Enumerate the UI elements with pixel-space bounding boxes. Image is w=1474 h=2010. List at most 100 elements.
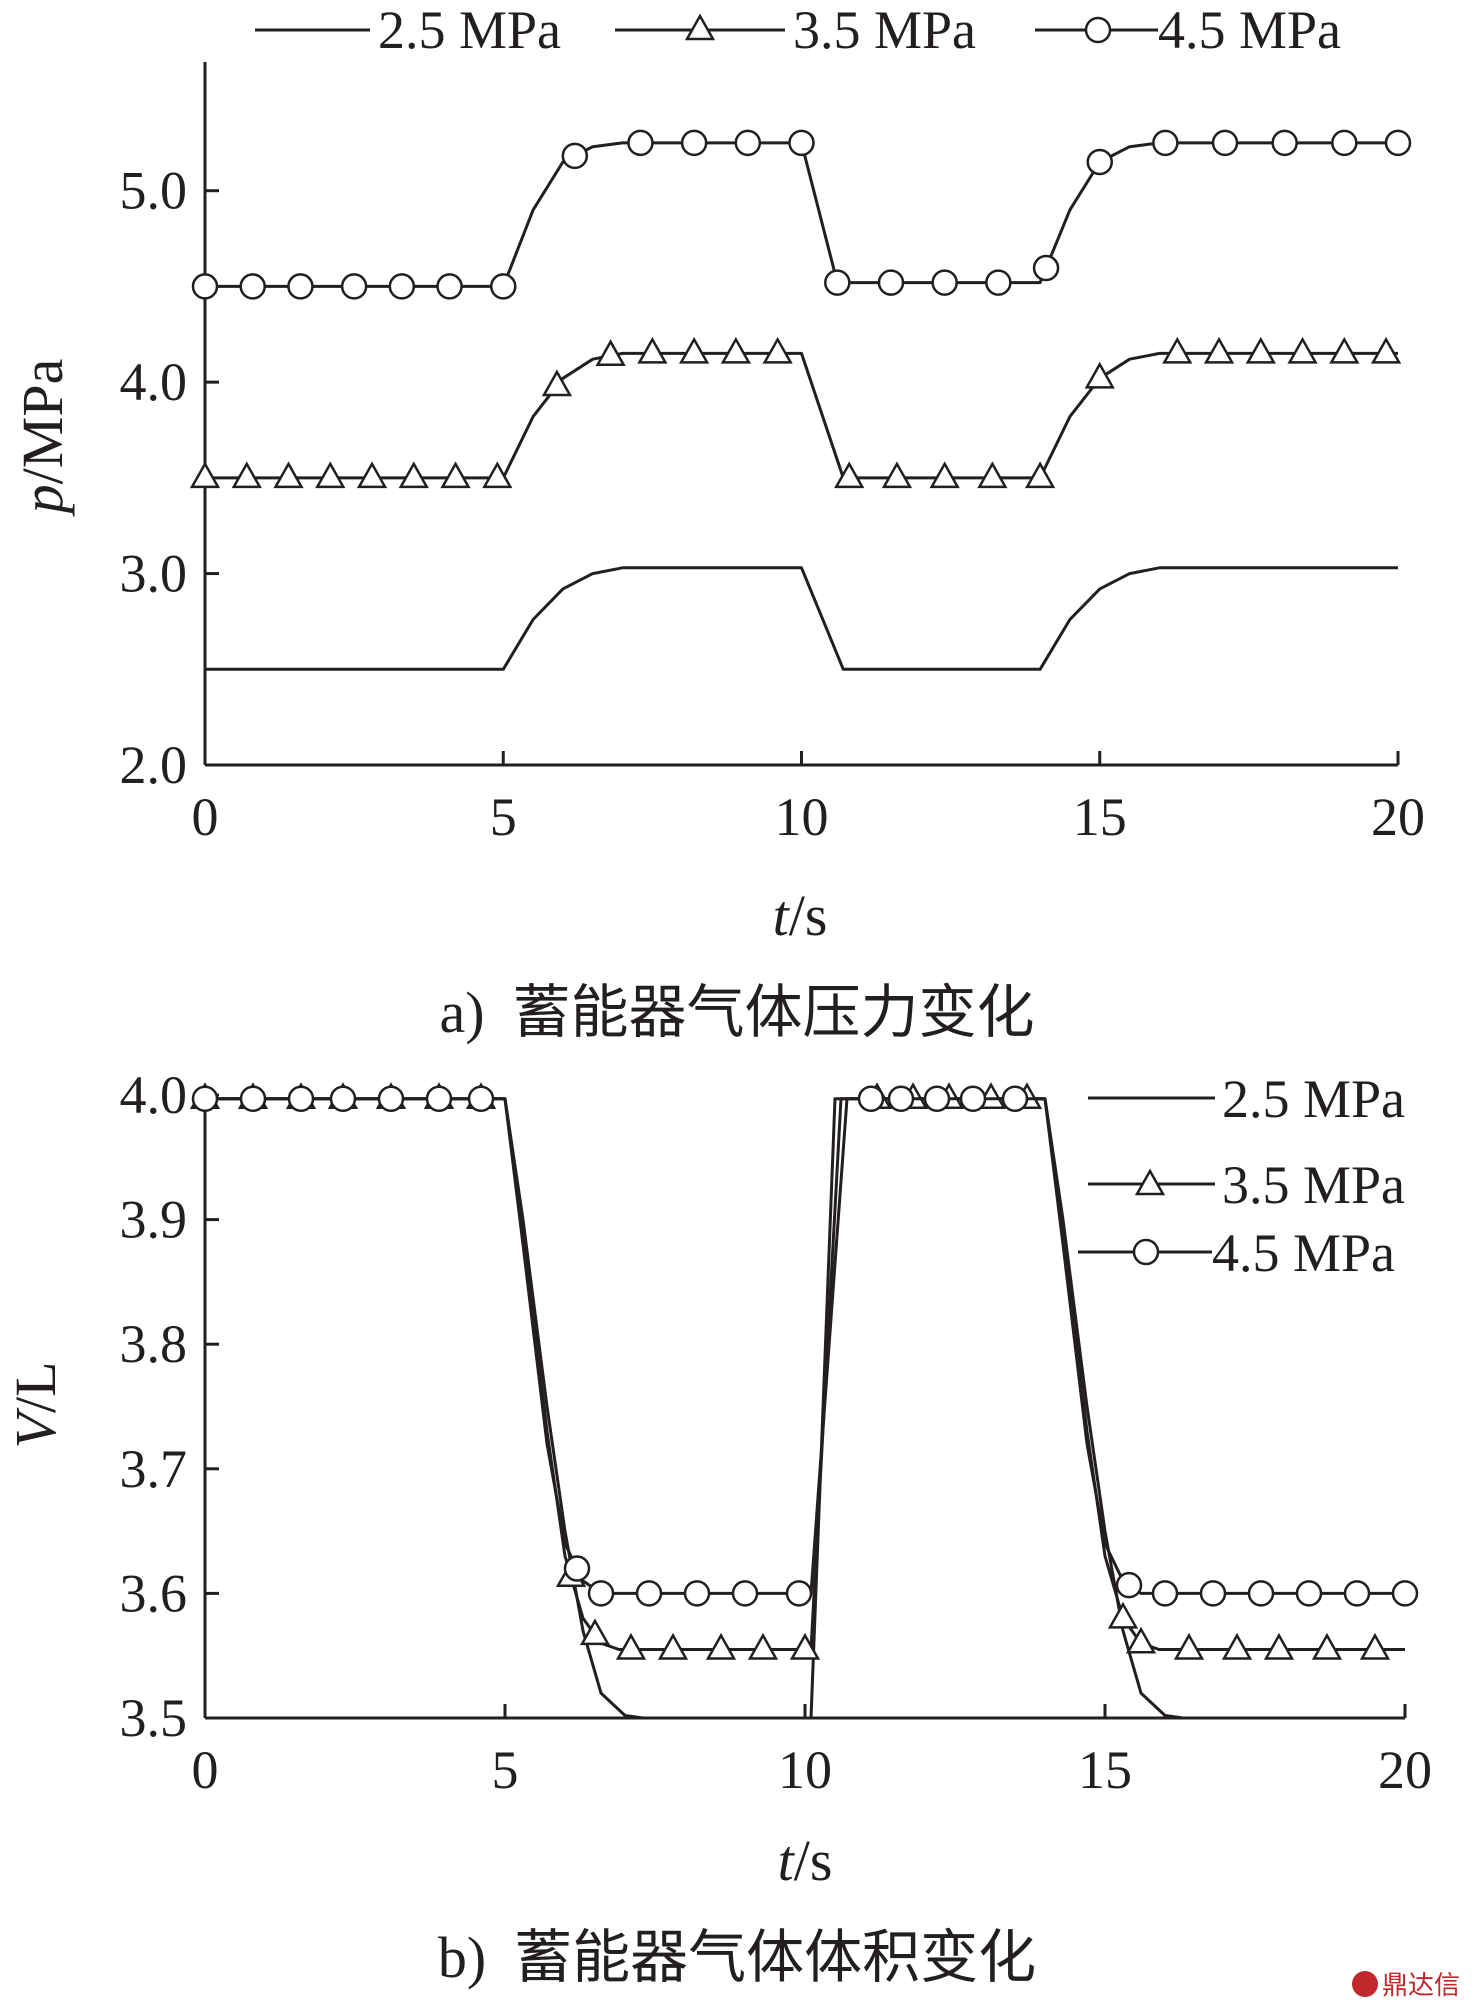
data-point-triangle [615, 1632, 647, 1660]
data-point-circle [1391, 1580, 1419, 1607]
legend: 2.5 MPa 3.5 MPa 4.5 MPa [255, 0, 1341, 60]
data-point-triangle [929, 461, 960, 489]
x-tick-label: 10 [775, 787, 829, 847]
data-point-triangle [1329, 336, 1360, 364]
legend-marker-triangle [1134, 1168, 1166, 1196]
data-point-triangle [1359, 1632, 1391, 1660]
data-point-triangle [579, 1618, 611, 1646]
data-point-circle [1343, 1580, 1371, 1607]
data-point-triangle [720, 336, 752, 364]
data-point-circle [1271, 129, 1298, 157]
data-point-circle [959, 1085, 987, 1112]
legend-marker-triangle [684, 13, 716, 41]
data-point-circle [635, 1580, 663, 1607]
data-point-circle [425, 1085, 453, 1112]
y-tick-label: 4.0 [120, 1065, 188, 1125]
data-point-triangle [762, 336, 793, 364]
y-tick-label: 3.8 [120, 1314, 188, 1374]
data-point-circle [191, 273, 219, 300]
data-point-circle [857, 1085, 885, 1112]
x-tick-label: 0 [192, 1740, 219, 1800]
data-point-triangle [482, 461, 513, 489]
data-point-triangle [834, 461, 865, 489]
data-point-circle [785, 1580, 813, 1607]
data-point-triangle [541, 369, 573, 397]
series-line [205, 1097, 1405, 1720]
data-point-triangle [705, 1632, 737, 1660]
y-tick-label: 4.0 [120, 352, 188, 412]
data-point-circle [340, 273, 368, 300]
y-tick-label: 3.9 [120, 1190, 188, 1250]
data-point-circle [788, 129, 815, 157]
data-point-circle [931, 269, 958, 296]
data-point-triangle [1162, 336, 1193, 364]
caption-b: b) 蓄能器气体体积变化 [438, 1925, 1036, 1990]
data-point-circle [877, 269, 905, 296]
data-point-triangle [1287, 336, 1318, 364]
data-point-circle [388, 273, 416, 300]
data-point-circle [239, 1085, 267, 1112]
data-point-triangle [789, 1632, 821, 1660]
y-tick-label: 5.0 [120, 161, 188, 221]
data-point-triangle [1173, 1632, 1205, 1660]
legend-label-4-5: 4.5 MPa [1212, 1223, 1395, 1283]
data-point-triangle [1221, 1632, 1253, 1660]
legend-label-4-5: 4.5 MPa [1158, 0, 1341, 60]
data-point-circle [239, 273, 266, 300]
data-point-circle [329, 1085, 357, 1112]
data-point-triangle [977, 461, 1008, 489]
x-tick-label: 5 [490, 787, 517, 847]
axes: 0 5 10 15 20 2.0 3.0 4.0 5.0 [120, 62, 1425, 847]
data-point-circle [923, 1085, 951, 1112]
data-point-triangle [747, 1632, 779, 1660]
series-4-5 [191, 1085, 1419, 1607]
data-point-triangle [315, 461, 346, 489]
chart-pressure: 2.5 MPa 3.5 MPa 4.5 MPa 0 5 10 15 20 2.0 3.0 4.… [10, 0, 1425, 1045]
data-point-circle [287, 273, 314, 300]
series-3-5 [189, 336, 1402, 489]
data-point-circle [563, 1555, 591, 1582]
data-point-circle [1331, 129, 1358, 157]
data-point-triangle [1263, 1632, 1295, 1660]
data-point-triangle [398, 461, 429, 489]
chart-volume: 0 5 10 15 20 3.5 3.6 3.7 3.8 3.9 4.0 2.5 MPa 3.5 M… [3, 1065, 1432, 1990]
x-tick-label: 15 [1078, 1740, 1132, 1800]
data-point-triangle [1107, 1601, 1139, 1629]
data-point-circle [287, 1085, 315, 1112]
y-axis-label: V/L [3, 1362, 68, 1449]
series-line [205, 351, 1398, 480]
data-point-triangle [595, 339, 626, 366]
data-point-circle [627, 129, 654, 157]
legend-marker-circle [1084, 16, 1112, 44]
data-point-circle [1086, 148, 1113, 176]
series-2-5 [205, 566, 1398, 671]
data-point-triangle [440, 461, 471, 489]
legend-label-3-5: 3.5 MPa [1222, 1155, 1405, 1215]
data-point-triangle [1203, 336, 1235, 364]
data-point-circle [1152, 129, 1179, 157]
data-point-triangle [1245, 336, 1276, 364]
watermark: 鼎达信 [1351, 1965, 1460, 2002]
data-point-circle [1151, 1580, 1179, 1607]
series-line [205, 566, 1398, 671]
data-point-circle [1199, 1580, 1227, 1607]
series-line [205, 141, 1398, 288]
y-tick-label: 3.6 [120, 1563, 188, 1623]
x-tick-label: 0 [192, 787, 219, 847]
data-point-triangle [273, 461, 304, 489]
data-point-triangle [1125, 1626, 1157, 1654]
data-point-circle [1295, 1580, 1323, 1607]
data-point-circle [887, 1085, 915, 1112]
data-point-circle [467, 1085, 495, 1112]
series-4-5 [191, 129, 1412, 300]
y-tick-label: 2.0 [120, 735, 188, 795]
data-point-circle [1211, 129, 1239, 157]
legend-label-3-5: 3.5 MPa [793, 0, 976, 60]
legend: 2.5 MPa 3.5 MPa 4.5 MPa [1078, 1069, 1405, 1283]
legend-label-2-5: 2.5 MPa [1222, 1069, 1405, 1129]
series-2-5 [205, 1097, 1405, 1720]
series-group [189, 129, 1412, 671]
data-point-circle [1001, 1085, 1029, 1112]
data-point-triangle [356, 461, 388, 489]
